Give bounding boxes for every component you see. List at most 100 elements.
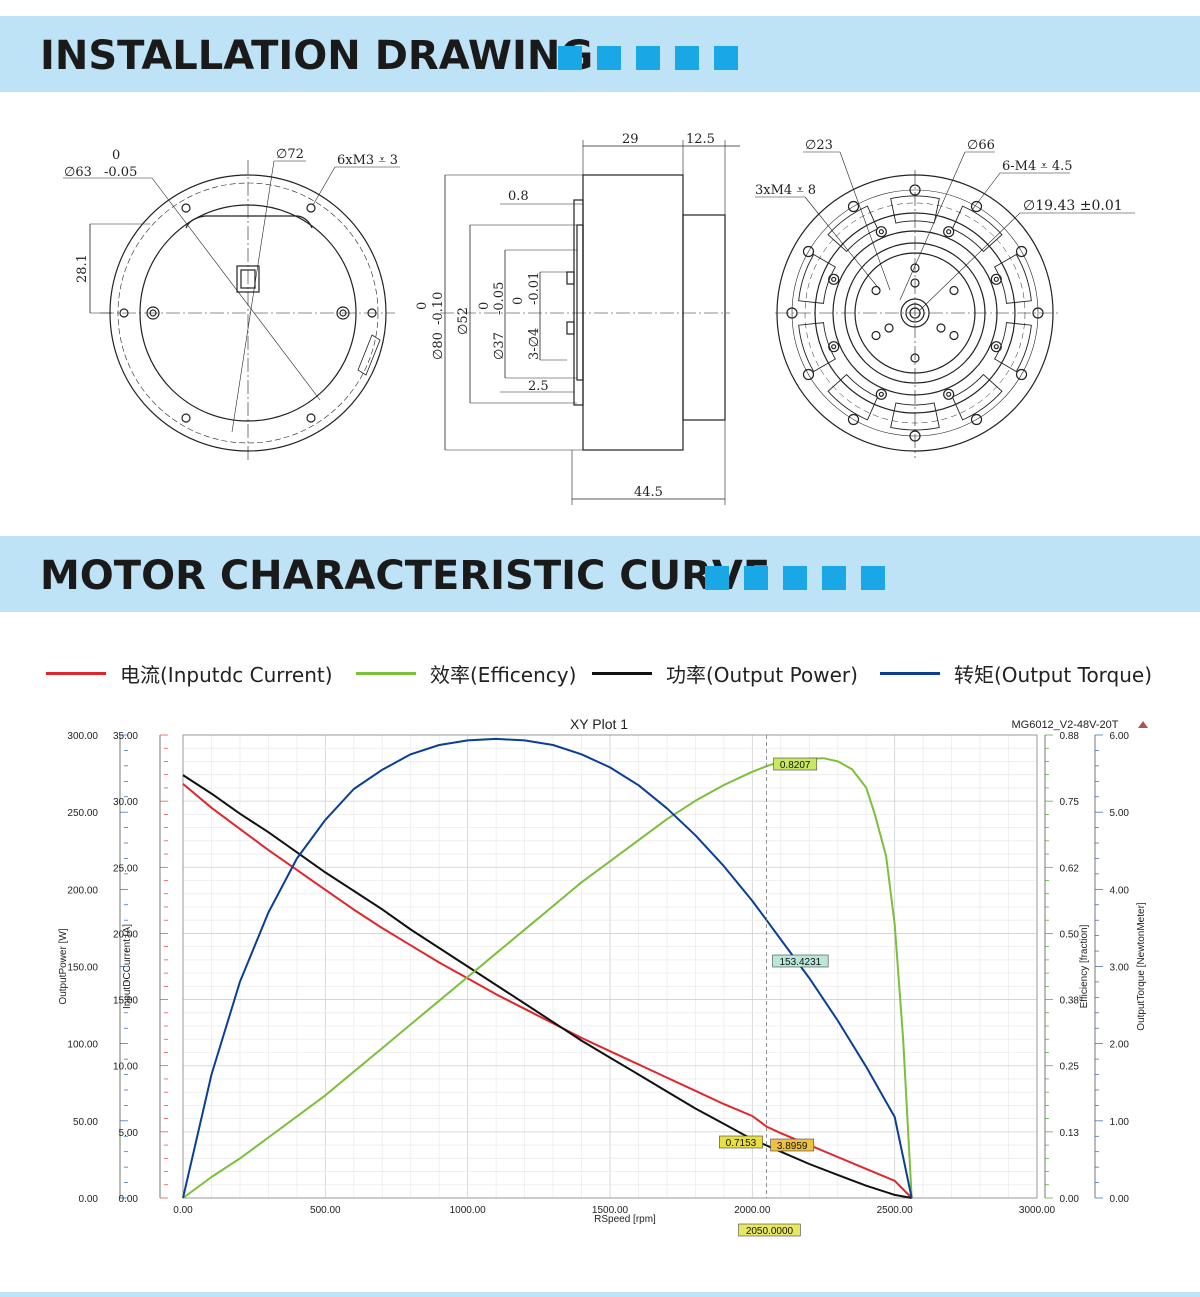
dim-text: 0 <box>112 148 120 163</box>
bottom-bar <box>0 1292 1200 1297</box>
dim-text: 3-∅4 <box>527 328 542 360</box>
y-axis-label: OutputPower [W] <box>58 928 69 1004</box>
x-tick-label: 2500.00 <box>877 1205 914 1216</box>
y-axis-label: OutputTorque [NewtonMeter] <box>1136 902 1147 1031</box>
dim-text: ∅37 <box>492 332 507 360</box>
bolt-hole <box>943 226 955 238</box>
legend-item-efficiency: 效率(Efficency) <box>356 658 576 688</box>
y-tick-label: 15.00 <box>113 996 138 1007</box>
bolt-hole <box>786 307 798 319</box>
bolt-hole <box>875 226 887 238</box>
dim-text: 0 <box>477 302 492 310</box>
y-tick-label: 10.00 <box>113 1062 138 1073</box>
marker-value: 2050.0000 <box>746 1226 794 1237</box>
y-tick-label: 3.00 <box>1110 963 1130 974</box>
marker-value: 0.7153 <box>726 1138 757 1149</box>
y-tick-label: 150.00 <box>67 963 98 974</box>
installation-title: INSTALLATION DRAWING <box>40 33 594 79</box>
accent-square <box>744 566 768 590</box>
accent-square <box>597 46 621 70</box>
bolt-hole <box>943 388 955 400</box>
curve-title: MOTOR CHARACTERISTIC CURVE <box>40 553 771 599</box>
dim-text: 28.1 <box>75 254 90 283</box>
bolt-hole <box>1015 245 1028 258</box>
dim-text: 6xM3 ⩡ 3 <box>337 153 398 168</box>
y-tick-label: 5.00 <box>1110 808 1130 819</box>
bolt-hole <box>1015 368 1028 381</box>
y-tick-label: 250.00 <box>67 808 98 819</box>
series-line <box>182 783 913 1199</box>
y-tick-label: 0.00 <box>1110 1194 1130 1205</box>
bolt-hole <box>871 330 881 341</box>
marker-tag <box>738 1223 801 1237</box>
dim-text: -0.01 <box>527 272 542 305</box>
collapse-icon[interactable] <box>1138 721 1148 728</box>
marker-tag <box>719 1135 763 1149</box>
bolt-hole-center <box>878 391 884 397</box>
marker-value: 153.4231 <box>780 957 822 968</box>
bolt-hole-center <box>831 276 837 282</box>
installation-drawing: 0 ∅63 -0.05 ∅72 6xM3 ⩡ 3 28.1 <box>63 132 1135 505</box>
y-tick-label: 25.00 <box>113 863 138 874</box>
rotor-pocket <box>798 253 836 304</box>
dim-text: ∅19.43 ±0.01 <box>1023 198 1123 214</box>
chart-legend: 电流(Inputdc Current) 效率(Efficency) 功率(Out… <box>0 658 1200 688</box>
y-tick-label: 20.00 <box>113 929 138 940</box>
accent-square <box>705 566 729 590</box>
chart-title: XY Plot 1 <box>570 716 628 732</box>
bolt-hole <box>847 413 860 426</box>
dim-text: 2.5 <box>528 379 549 394</box>
y-tick-label: 5.00 <box>119 1128 139 1139</box>
bolt-hole <box>828 341 840 353</box>
accent-square <box>558 46 582 70</box>
bolt-hole-center <box>831 344 837 350</box>
dim-text: 0 <box>511 297 526 305</box>
dim-text: -0.05 <box>492 282 507 315</box>
legend-label: 转矩(Output Torque) <box>954 662 1153 687</box>
y-tick-label: 0.75 <box>1060 797 1080 808</box>
bolt-hole <box>949 285 959 296</box>
bolt-hole <box>910 263 920 273</box>
front-view: 0 ∅63 -0.05 ∅72 6xM3 ⩡ 3 28.1 <box>63 147 400 460</box>
bolt-hole <box>802 245 815 258</box>
bolt-hole-center <box>946 391 952 397</box>
bolt-hole <box>828 273 840 285</box>
xy-plot: XY Plot 1 MG6012_V2-48V-20T 0.00 500.00 10… <box>58 716 1148 1237</box>
y-tick-label: 0.88 <box>1060 731 1080 742</box>
installation-banner: INSTALLATION DRAWING <box>0 16 1200 92</box>
y-tick-label: 4.00 <box>1110 885 1130 896</box>
marker-tag <box>770 1138 815 1152</box>
bolt-hole <box>909 430 921 442</box>
accent-square <box>675 46 699 70</box>
y-tick-label: 200.00 <box>67 885 98 896</box>
dim-text: ∅23 <box>805 138 833 153</box>
y-tick-label: 0.00 <box>1060 1194 1080 1205</box>
plot-frame <box>182 734 1038 1199</box>
bolt-hole <box>970 413 983 426</box>
x-tick-label: 2000.00 <box>734 1205 771 1216</box>
accent-square <box>822 566 846 590</box>
y-tick-label: 0.13 <box>1060 1128 1080 1139</box>
bolt-hole <box>884 323 894 333</box>
dim-text: ∅63 <box>64 165 92 180</box>
rotor-pocket <box>951 373 1003 421</box>
dim-text: -0.05 <box>104 165 137 180</box>
bolt-hole <box>909 184 921 196</box>
dim-text: 44.5 <box>634 485 663 500</box>
bolt-hole-center <box>993 344 999 350</box>
legend-item-current: 电流(Inputdc Current) <box>46 658 333 688</box>
accent-square <box>714 46 738 70</box>
dim-text: ∅80 <box>431 332 446 360</box>
marker-value: 3.8959 <box>777 1141 808 1152</box>
legend-swatch <box>356 671 416 675</box>
accent-square <box>861 566 885 590</box>
y-tick-label: 6.00 <box>1110 731 1130 742</box>
legend-item-torque: 转矩(Output Torque) <box>880 658 1152 688</box>
legend-label: 电流(Inputdc Current) <box>120 662 333 687</box>
dim-text: -0.10 <box>431 292 446 325</box>
x-tick-label: 3000.00 <box>1019 1205 1056 1216</box>
dim-text: 29 <box>622 132 639 147</box>
bolt-hole <box>847 200 860 213</box>
y-tick-label: 1.00 <box>1110 1117 1130 1128</box>
rotor-pocket <box>890 195 940 224</box>
